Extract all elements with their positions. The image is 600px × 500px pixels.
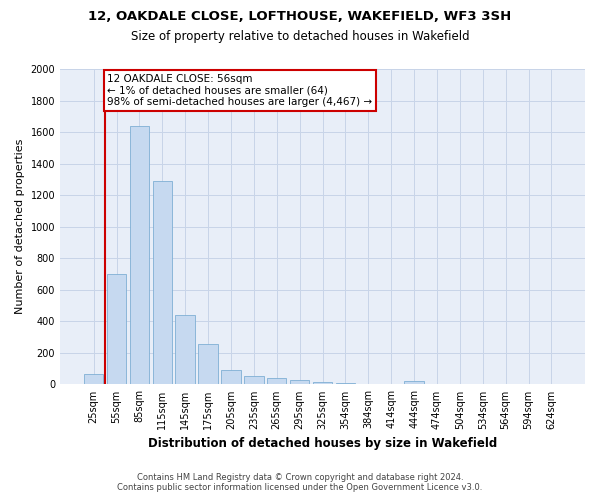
Bar — [199, 344, 218, 385]
Bar — [267, 378, 286, 384]
X-axis label: Distribution of detached houses by size in Wakefield: Distribution of detached houses by size … — [148, 437, 497, 450]
Bar — [313, 382, 332, 384]
Bar — [84, 374, 103, 384]
Text: 12, OAKDALE CLOSE, LOFTHOUSE, WAKEFIELD, WF3 3SH: 12, OAKDALE CLOSE, LOFTHOUSE, WAKEFIELD,… — [88, 10, 512, 23]
Text: Size of property relative to detached houses in Wakefield: Size of property relative to detached ho… — [131, 30, 469, 43]
Bar — [244, 376, 263, 384]
Bar — [152, 181, 172, 384]
Bar — [290, 380, 310, 384]
Bar — [221, 370, 241, 384]
Text: 12 OAKDALE CLOSE: 56sqm
← 1% of detached houses are smaller (64)
98% of semi-det: 12 OAKDALE CLOSE: 56sqm ← 1% of detached… — [107, 74, 373, 107]
Bar — [404, 382, 424, 384]
Bar — [130, 126, 149, 384]
Text: Contains HM Land Registry data © Crown copyright and database right 2024.
Contai: Contains HM Land Registry data © Crown c… — [118, 473, 482, 492]
Bar — [175, 315, 195, 384]
Bar — [107, 274, 126, 384]
Y-axis label: Number of detached properties: Number of detached properties — [15, 139, 25, 314]
Bar — [335, 382, 355, 384]
